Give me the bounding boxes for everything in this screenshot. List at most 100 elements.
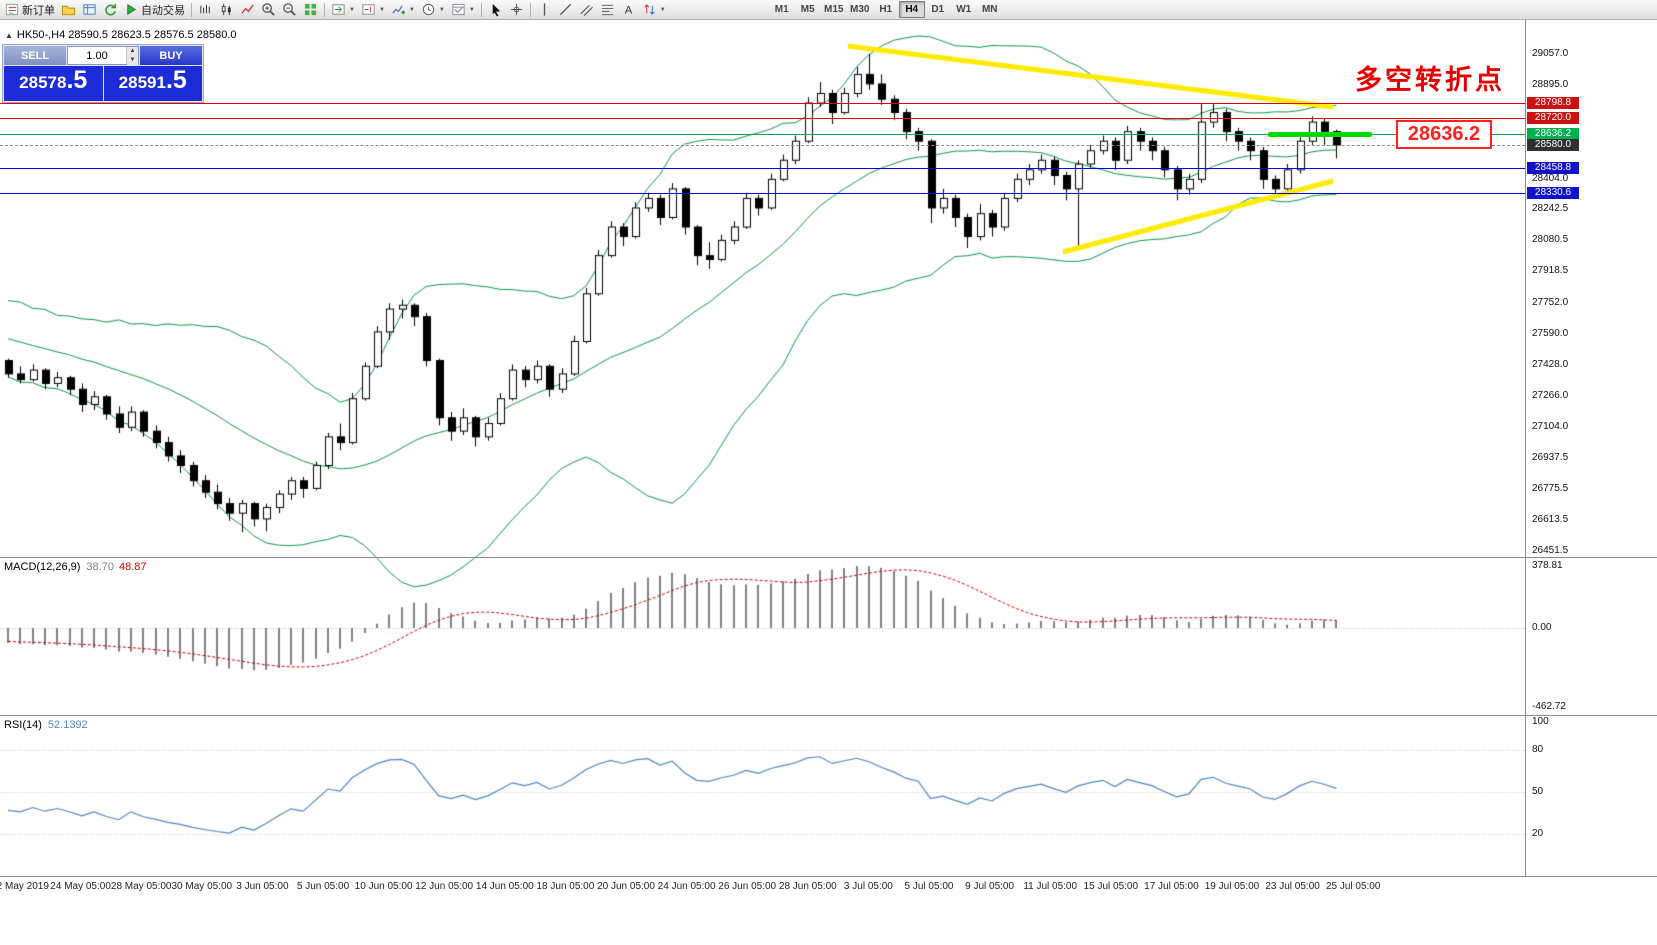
- main-toolbar: 新订单 自动交易 ▼ ▼ ▼ ▼: [0, 0, 1657, 20]
- horizontal-level-line[interactable]: [0, 168, 1525, 169]
- dropdown-caret-icon: ▼: [349, 6, 355, 13]
- annotation-text[interactable]: 多空转折点: [1355, 65, 1505, 95]
- price-level-tag: 28798.8: [1527, 97, 1579, 110]
- time-tick-label: 24 May 05:00: [50, 881, 111, 892]
- svg-text:A: A: [625, 5, 633, 17]
- arrows-button[interactable]: ▼: [639, 1, 669, 19]
- time-tick-label: 5 Jun 05:00: [296, 881, 350, 892]
- periods-clock-icon: [421, 2, 436, 17]
- buy-price-button[interactable]: 28591.5: [103, 66, 202, 101]
- horizontal-level-line[interactable]: [0, 134, 1525, 135]
- market-watch-button[interactable]: [79, 1, 100, 19]
- candlestick-chart-button[interactable]: [216, 1, 237, 19]
- horizontal-level-line[interactable]: [0, 193, 1525, 194]
- text-label-icon: A: [621, 2, 636, 17]
- lot-increase-button[interactable]: ▲: [127, 47, 138, 56]
- rsi-scale-label: 50: [1532, 786, 1544, 797]
- zoom-out-button[interactable]: [279, 1, 300, 19]
- time-tick-label: 25 Jul 05:00: [1325, 881, 1381, 892]
- panel-divider[interactable]: [0, 715, 1657, 716]
- lot-decrease-button[interactable]: ▼: [127, 56, 138, 65]
- time-tick-label: 17 Jul 05:00: [1144, 881, 1199, 892]
- price-tick-label: 27590.0: [1532, 327, 1569, 339]
- timeframe-button-m15[interactable]: M15: [823, 4, 844, 15]
- price-tick-label: 29057.0: [1532, 48, 1569, 59]
- price-tick-label: 27428.0: [1532, 358, 1569, 370]
- dropdown-caret-icon: ▼: [468, 6, 475, 13]
- macd-scale-label: 0.00: [1532, 622, 1552, 633]
- new-order-button[interactable]: 新订单: [2, 1, 58, 19]
- tile-windows-button[interactable]: [300, 1, 321, 19]
- panel-divider[interactable]: [0, 876, 1657, 877]
- timeframe-button-d1[interactable]: D1: [931, 4, 945, 15]
- time-tick-label: 5 Jul 05:00: [904, 881, 954, 892]
- price-tag-callout[interactable]: 28636.2: [1396, 120, 1492, 149]
- timeframe-button-w1[interactable]: W1: [956, 4, 972, 15]
- line-chart-button[interactable]: [237, 1, 258, 19]
- timeframe-button-m30[interactable]: M30: [849, 4, 870, 15]
- timeframe-button-m1[interactable]: M1: [774, 4, 789, 15]
- price-level-tag: 28720.0: [1527, 112, 1579, 125]
- templates-icon: [451, 2, 466, 17]
- timeframe-button-h4[interactable]: H4: [898, 1, 925, 18]
- time-tick-label: 19 Jul 05:00: [1204, 881, 1260, 892]
- chart-canvas[interactable]: [0, 20, 1525, 877]
- price-tick-label: 27752.0: [1532, 296, 1569, 308]
- timeframe-button-m5[interactable]: M5: [800, 4, 815, 15]
- buy-button[interactable]: BUY: [140, 46, 202, 65]
- crosshair-icon: [509, 2, 524, 17]
- arrows-icon: [642, 2, 657, 17]
- channel-button[interactable]: [576, 1, 597, 19]
- timeframe-button-mn[interactable]: MN: [981, 4, 998, 15]
- periods-button[interactable]: ▼: [418, 1, 448, 19]
- templates-button[interactable]: ▼: [448, 1, 478, 19]
- crosshair-button[interactable]: [506, 1, 527, 19]
- time-tick-label: 26 Jun 05:00: [718, 881, 777, 892]
- sell-button[interactable]: SELL: [4, 46, 66, 65]
- cursor-button[interactable]: [485, 1, 506, 19]
- vertical-line-button[interactable]: [534, 1, 555, 19]
- price-tick-label: 28242.5: [1532, 203, 1569, 215]
- autotrade-button[interactable]: 自动交易: [121, 1, 188, 19]
- refresh-button[interactable]: [100, 1, 121, 19]
- current-price-line: [0, 145, 1525, 146]
- lot-size-input[interactable]: [68, 47, 126, 64]
- text-button[interactable]: A: [618, 1, 639, 19]
- auto-scroll-icon: [331, 2, 346, 17]
- sell-price-button[interactable]: 28578.5: [4, 66, 103, 101]
- price-level-tag: 28580.0: [1527, 138, 1579, 151]
- price-tick-label: 28404.0: [1532, 172, 1569, 184]
- price-axis-border: [1525, 20, 1526, 877]
- chart-shift-button[interactable]: ▼: [358, 1, 388, 19]
- price-level-tag: 28330.6: [1527, 186, 1579, 199]
- toolbar-separator: [480, 2, 482, 17]
- profiles-button[interactable]: [58, 1, 79, 19]
- zoom-in-icon: [261, 2, 276, 17]
- oct-collapse-arrow[interactable]: ▲: [5, 30, 13, 40]
- zoom-in-button[interactable]: [258, 1, 279, 19]
- trendline-button[interactable]: [555, 1, 576, 19]
- panel-divider[interactable]: [0, 557, 1657, 558]
- horizontal-level-line[interactable]: [0, 118, 1525, 119]
- horizontal-level-line[interactable]: [0, 103, 1525, 104]
- trendline-icon: [558, 2, 573, 17]
- fibonacci-button[interactable]: [597, 1, 618, 19]
- refresh-icon: [103, 2, 118, 17]
- price-tick-label: 27266.0: [1532, 389, 1569, 401]
- auto-scroll-button[interactable]: ▼: [328, 1, 358, 19]
- indicators-button[interactable]: ▼: [388, 1, 418, 19]
- time-tick-label: 18 Jun 05:00: [536, 881, 595, 892]
- time-tick-label: 20 Jun 05:00: [597, 881, 655, 892]
- rsi-scale-label: 100: [1532, 716, 1549, 727]
- timeframe-button-h1[interactable]: H1: [879, 4, 893, 15]
- time-tick-label: 28 May 05:00: [110, 881, 172, 892]
- dropdown-caret-icon: ▼: [438, 6, 445, 13]
- time-tick-label: 28 Jun 05:00: [778, 881, 837, 892]
- one-click-trading-panel: SELL ▲ ▼ BUY 28578.5 28591.5: [2, 44, 204, 103]
- price-axis[interactable]: 29057.0 28895.0 28404.0 28242.5 28080.5 27918…: [1526, 20, 1657, 877]
- chart-shift-icon: [361, 2, 376, 17]
- bars-chart-button[interactable]: [195, 1, 216, 19]
- time-tick-label: 14 Jun 05:00: [475, 881, 534, 892]
- support-highlight-segment[interactable]: [1268, 132, 1372, 138]
